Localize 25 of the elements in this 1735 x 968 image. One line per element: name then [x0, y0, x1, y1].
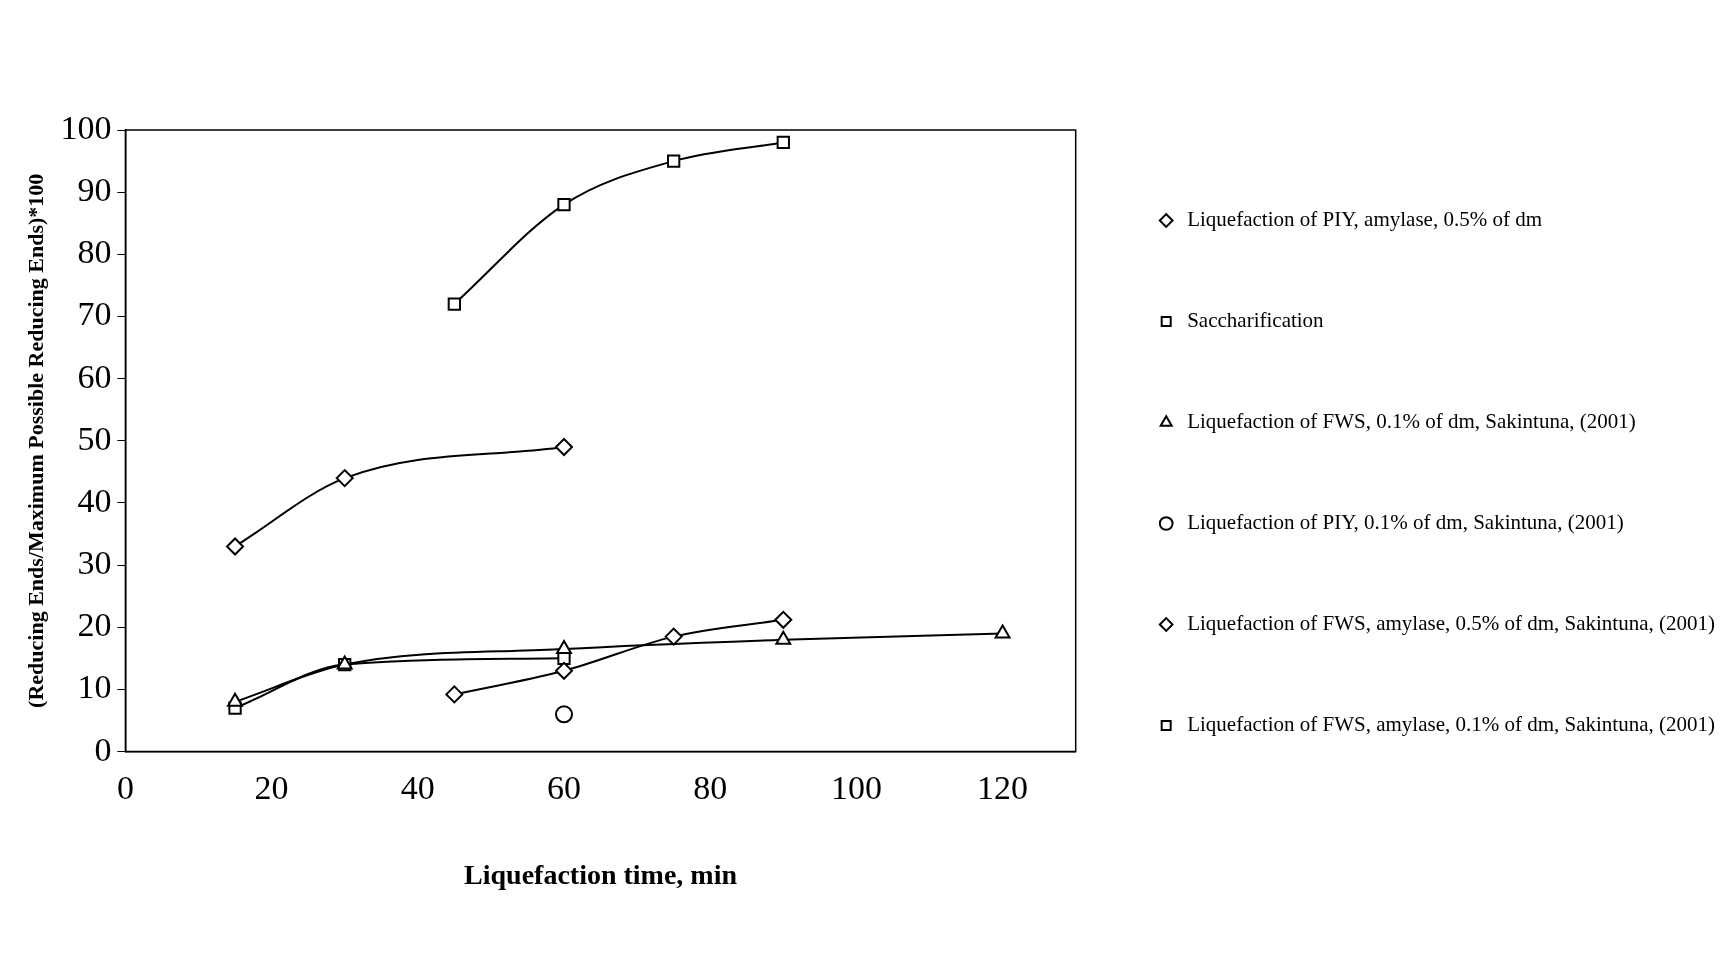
y-axis-title: (Reducing Ends/Maximum Possible Reducing Ends)*100	[22, 173, 48, 708]
y-tick-label: 20	[77, 606, 112, 644]
y-tick-label: 30	[77, 544, 112, 582]
x-tick-label: 60	[547, 768, 581, 806]
x-tick-label: 100	[830, 768, 882, 806]
y-tick-label: 80	[77, 233, 112, 271]
legend-label: Liquefaction of FWS, amylase, 0.1% of dm, Sakintuna, (2001)	[1187, 712, 1716, 737]
x-tick-label: 20	[254, 768, 289, 806]
legend-label: Liquefaction of FWS, amylase, 0.5% of dm, Sakintuna, (2001)	[1187, 611, 1716, 636]
y-tick-label: 0	[94, 730, 112, 768]
x-axis-title: Liquefaction time, min	[464, 859, 738, 891]
x-tick-label: 40	[400, 768, 435, 806]
y-tick-label: 40	[77, 481, 112, 519]
y-tick-label: 60	[77, 357, 112, 395]
y-tick-label: 10	[77, 668, 112, 706]
y-tick-label: 70	[77, 295, 112, 333]
y-tick-label: 90	[77, 171, 112, 209]
legend-label: Saccharification	[1187, 308, 1325, 333]
legend-label: Liquefaction of PIY, 0.1% of dm, Sakintuna, (2001)	[1187, 510, 1624, 535]
legend-label: Liquefaction of PIY, amylase, 0.5% of dm	[1187, 207, 1542, 232]
y-tick-label: 50	[77, 419, 112, 457]
x-tick-label: 80	[693, 768, 728, 806]
x-tick-label: 120	[977, 768, 1029, 806]
legend-label: Liquefaction of FWS, 0.1% of dm, Sakintuna, (2001)	[1187, 409, 1636, 434]
y-tick-label: 100	[60, 108, 112, 146]
